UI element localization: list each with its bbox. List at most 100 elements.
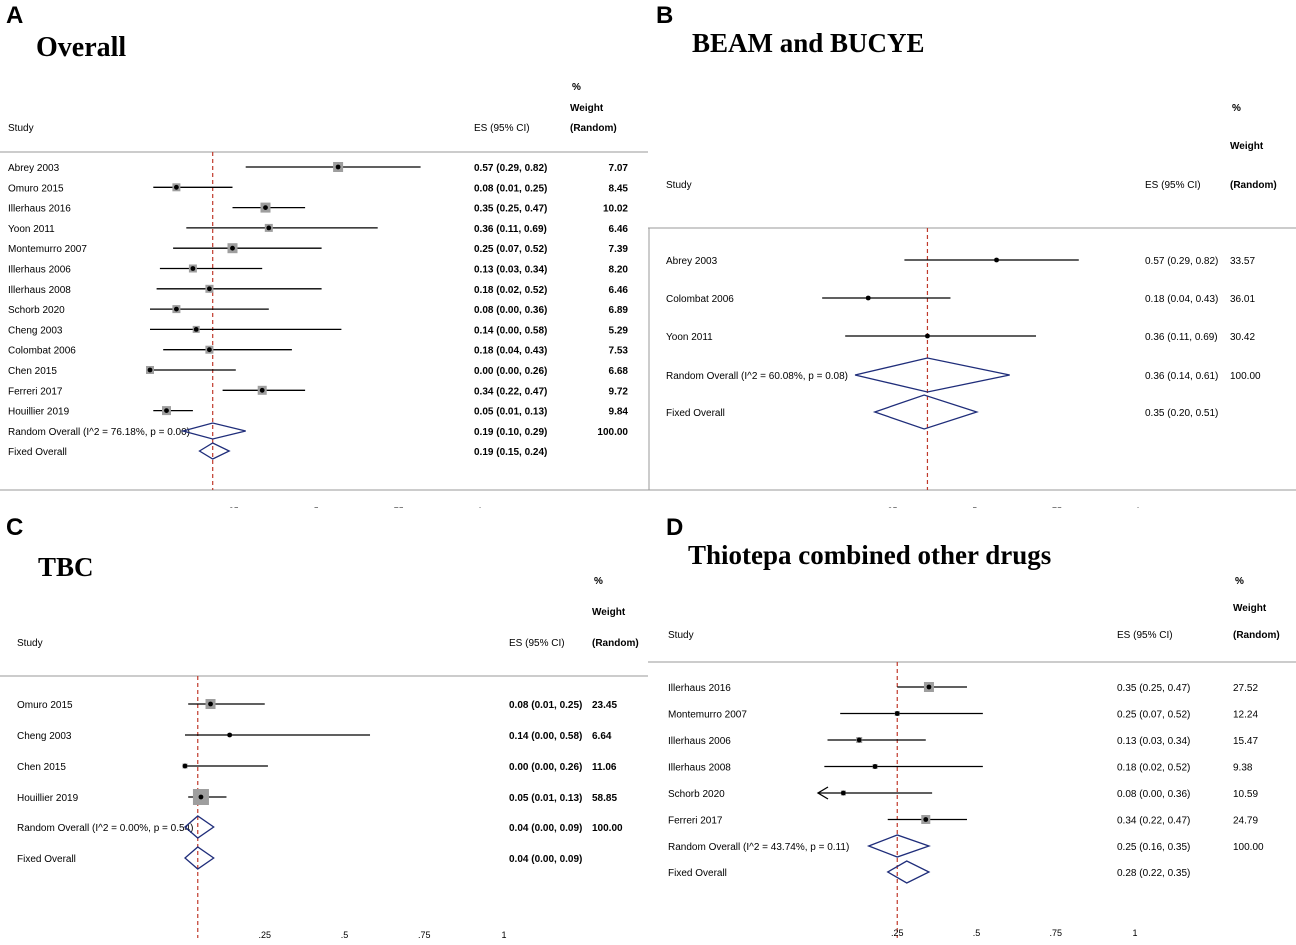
point-estimate <box>923 817 929 822</box>
study-es-text: 0.18 (0.02, 0.52) <box>474 285 547 296</box>
summary-es-text: 0.36 (0.14, 0.61) <box>1145 371 1218 382</box>
summary-es-text: 0.25 (0.16, 0.35) <box>1117 842 1190 853</box>
x-tick-label: .25 <box>891 928 904 938</box>
study-label: Colombat 2006 <box>666 294 734 305</box>
study-es-text: 0.36 (0.11, 0.69) <box>474 224 547 235</box>
study-label: Illerhaus 2006 <box>8 265 71 276</box>
study-es-text: 0.35 (0.25, 0.47) <box>1117 683 1190 694</box>
chart-title: Overall <box>36 32 127 63</box>
study-es-text: 0.18 (0.04, 0.43) <box>474 346 547 357</box>
point-estimate <box>925 333 930 339</box>
study-label: Houillier 2019 <box>17 793 79 804</box>
study-weight: 33.57 <box>1230 256 1255 267</box>
study-es-text: 0.57 (0.29, 0.82) <box>474 163 547 174</box>
x-tick-label: .5 <box>341 930 349 940</box>
panel-letter: C <box>6 514 24 541</box>
study-weight: 6.89 <box>609 305 629 316</box>
header-weight-line: Weight <box>1233 603 1267 614</box>
summary-label: Random Overall (I^2 = 60.08%, p = 0.08) <box>666 371 848 382</box>
header-es: ES (95% CI) <box>1117 630 1173 641</box>
study-weight: 23.45 <box>592 700 617 711</box>
study-es-text: 0.13 (0.03, 0.34) <box>474 265 547 276</box>
study-label: Montemurro 2007 <box>8 244 87 255</box>
header-weight-line: (Random) <box>1230 180 1277 191</box>
point-estimate <box>840 790 846 796</box>
point-estimate <box>263 205 268 211</box>
point-estimate <box>865 295 871 301</box>
study-weight: 12.24 <box>1233 710 1258 721</box>
study-es-text: 0.13 (0.03, 0.34) <box>1117 736 1190 747</box>
summary-label: Fixed Overall <box>668 868 727 879</box>
study-es-text: 0.00 (0.00, 0.26) <box>509 762 582 773</box>
panel-letter: A <box>6 2 24 29</box>
study-weight: 5.29 <box>609 325 629 336</box>
study-weight: 27.52 <box>1233 683 1258 694</box>
study-label: Illerhaus 2006 <box>668 736 731 747</box>
study-label: Houillier 2019 <box>8 407 70 418</box>
study-weight: 9.84 <box>609 407 629 418</box>
summary-weight: 100.00 <box>597 427 628 438</box>
study-es-text: 0.25 (0.07, 0.52) <box>474 244 547 255</box>
study-es-text: 0.25 (0.07, 0.52) <box>1117 710 1190 721</box>
study-es-text: 0.14 (0.00, 0.58) <box>474 325 547 336</box>
study-weight: 11.06 <box>592 762 617 773</box>
header-weight-line: % <box>1232 103 1241 114</box>
summary-es-text: 0.04 (0.00, 0.09) <box>509 854 582 865</box>
header-weight-line: % <box>572 82 581 93</box>
study-label: Ferreri 2017 <box>8 386 63 397</box>
study-weight: 8.45 <box>609 183 629 194</box>
x-tick-label: .5 <box>973 928 981 938</box>
summary-label: Random Overall (I^2 = 0.00%, p = 0.54) <box>17 823 193 834</box>
study-weight: 24.79 <box>1233 816 1258 827</box>
study-weight: 7.39 <box>609 244 629 255</box>
summary-es-text: 0.04 (0.00, 0.09) <box>509 823 582 834</box>
chart-title: TBC <box>38 552 94 582</box>
point-estimate <box>266 225 272 231</box>
study-es-text: 0.14 (0.00, 0.58) <box>509 731 582 742</box>
header-study: Study <box>668 630 694 641</box>
x-tick-label: .75 <box>1049 928 1062 938</box>
study-label: Montemurro 2007 <box>668 710 747 721</box>
study-es-text: 0.36 (0.11, 0.69) <box>1145 332 1218 343</box>
study-label: Illerhaus 2008 <box>668 763 731 774</box>
study-weight: 10.59 <box>1233 789 1258 800</box>
summary-label: Fixed Overall <box>17 854 76 865</box>
study-es-text: 0.08 (0.00, 0.36) <box>1117 789 1190 800</box>
point-estimate <box>174 184 179 190</box>
header-es: ES (95% CI) <box>1145 180 1201 191</box>
study-label: Cheng 2003 <box>17 731 72 742</box>
study-weight: 7.07 <box>609 163 629 174</box>
summary-diamond <box>886 860 931 884</box>
study-es-text: 0.57 (0.29, 0.82) <box>1145 256 1218 267</box>
point-estimate <box>207 286 212 292</box>
point-estimate <box>174 306 179 312</box>
header-weight-line: Weight <box>570 103 604 114</box>
x-tick-label: 1 <box>1132 928 1137 938</box>
study-weight: 36.01 <box>1230 294 1255 305</box>
study-weight: 10.02 <box>603 204 628 215</box>
point-estimate <box>147 367 153 373</box>
study-label: Yoon 2011 <box>8 224 55 235</box>
point-estimate <box>198 794 204 800</box>
study-es-text: 0.18 (0.02, 0.52) <box>1117 763 1190 774</box>
summary-label: Fixed Overall <box>8 447 67 458</box>
point-estimate <box>164 408 169 413</box>
summary-label: Random Overall (I^2 = 76.18%, p = 0.00) <box>8 427 190 438</box>
study-es-text: 0.34 (0.22, 0.47) <box>1117 816 1190 827</box>
header-weight-line: (Random) <box>1233 630 1280 641</box>
study-label: Chen 2015 <box>17 762 66 773</box>
summary-es-text: 0.28 (0.22, 0.35) <box>1117 868 1190 879</box>
summary-weight: 100.00 <box>1233 842 1264 853</box>
summary-es-text: 0.35 (0.20, 0.51) <box>1145 408 1218 419</box>
summary-diamond <box>854 357 1010 393</box>
study-label: Illerhaus 2008 <box>8 285 71 296</box>
panel-letter: D <box>666 514 684 541</box>
study-es-text: 0.35 (0.25, 0.47) <box>474 204 547 215</box>
study-label: Abrey 2003 <box>8 163 60 174</box>
summary-diamond <box>872 394 979 430</box>
study-es-text: 0.18 (0.04, 0.43) <box>1145 294 1218 305</box>
x-tick-label: .25 <box>258 930 271 940</box>
